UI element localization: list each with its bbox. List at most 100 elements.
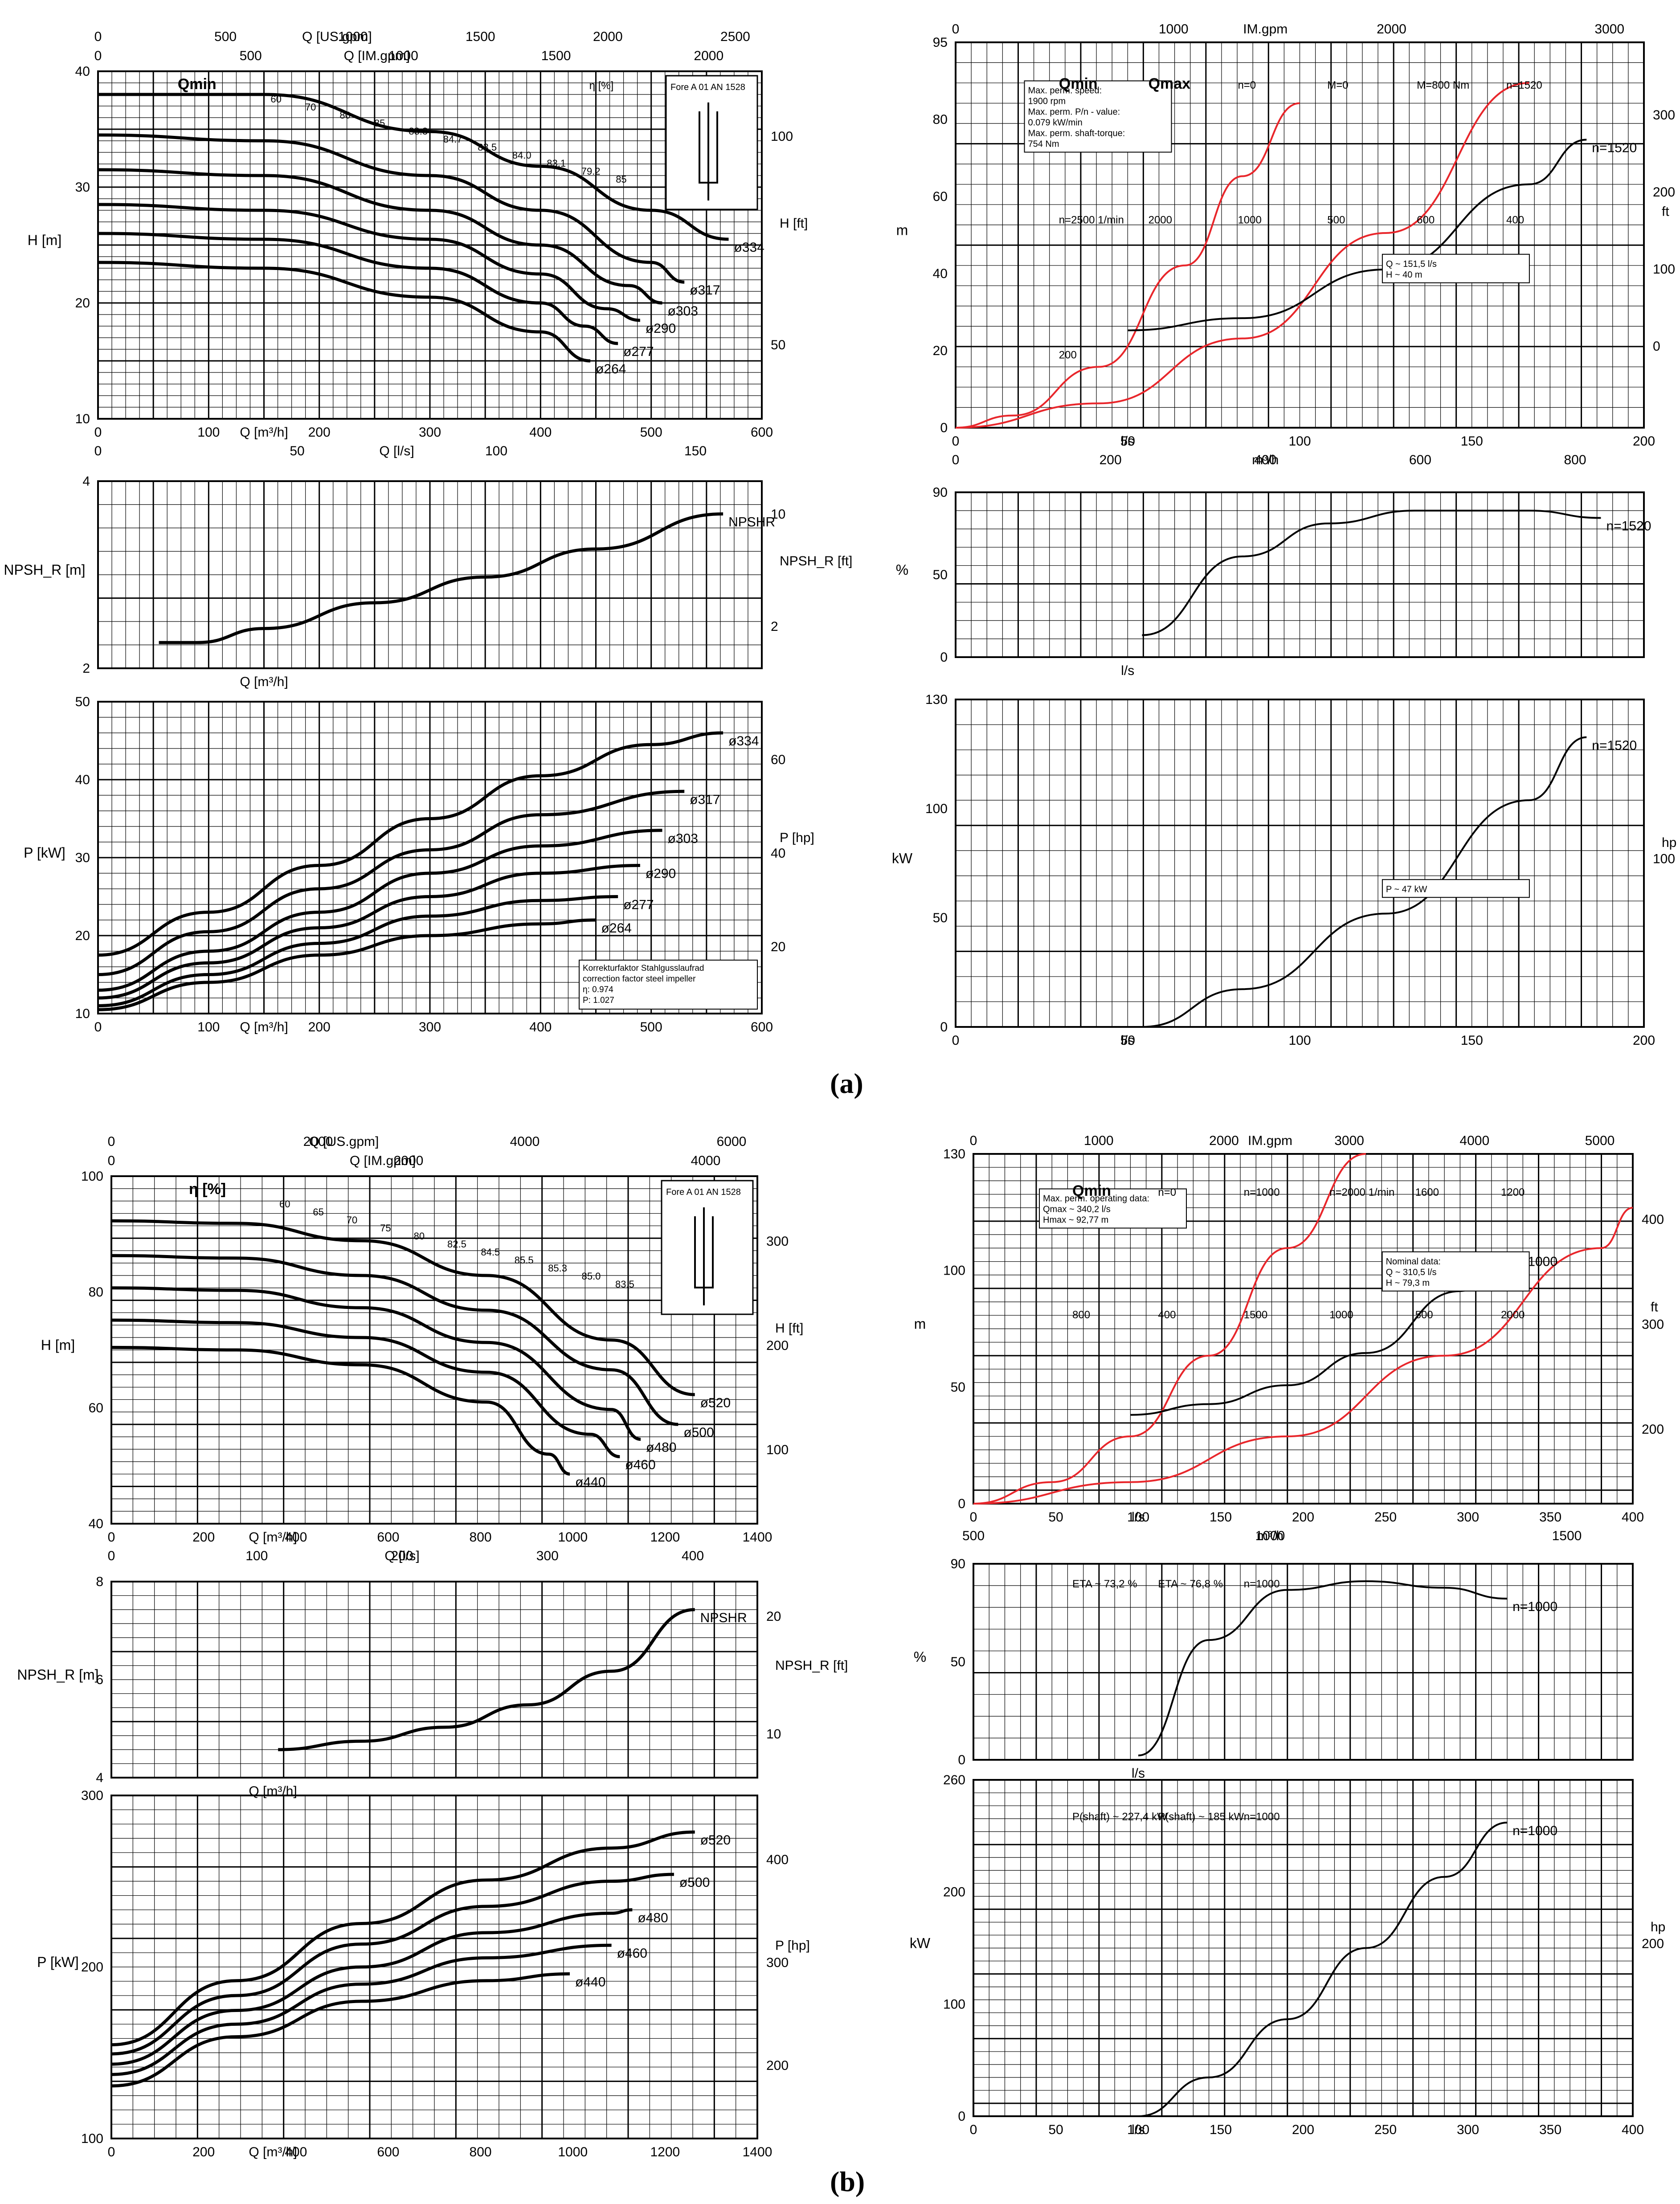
- eta-label: 85.3: [548, 1263, 567, 1274]
- x-axis-label: l/s: [1121, 434, 1134, 449]
- x-tick-label: 600: [377, 2145, 399, 2159]
- x-top1-tick: 2000: [593, 29, 623, 44]
- y2-tick-label: 200: [1642, 1937, 1664, 1951]
- x-tick-label: 500: [640, 425, 662, 440]
- curve-annotation: 200: [1059, 349, 1077, 361]
- impeller-sketch: [694, 1207, 714, 1305]
- curve-annotation: 800: [1072, 1309, 1090, 1321]
- x-bottom2-tick: 400: [682, 1549, 704, 1563]
- series-label: ø480: [638, 1911, 668, 1926]
- x-bottom2-tick: 1500: [1552, 1529, 1582, 1543]
- y-tick-label: 40: [75, 773, 90, 787]
- y2-axis-label: NPSH_R [ft]: [775, 1658, 848, 1673]
- x-tick-label: 150: [1210, 1510, 1232, 1525]
- series-label: ø500: [683, 1425, 714, 1440]
- y-tick-label: 4: [82, 474, 90, 489]
- info_box-line: Max. perm. speed:: [1028, 86, 1102, 96]
- x-tick-label: 150: [1461, 1033, 1483, 1048]
- series-line-red-system: [973, 1206, 1633, 1505]
- y-tick-label: 50: [951, 1655, 965, 1669]
- y-tick-label: 50: [933, 568, 948, 582]
- y2-tick-label: 200: [766, 1338, 789, 1353]
- correction-note-line: Korrekturfaktor Stahlgusslaufrad: [583, 964, 704, 973]
- y-tick-label: 300: [81, 1788, 103, 1803]
- series-label: ø520: [700, 1833, 731, 1848]
- info-box: [1039, 1188, 1187, 1229]
- x-top2-tick: 500: [240, 49, 262, 63]
- curve-annotation: n=1000: [1244, 1186, 1280, 1198]
- series-line-ø277: [98, 895, 618, 1007]
- x-tick-label: 300: [1457, 1510, 1479, 1525]
- x-bottom2-tick: 600: [1409, 453, 1431, 467]
- x-tick-label: 1400: [743, 2145, 773, 2159]
- curve-annotation: 1600: [1415, 1186, 1439, 1198]
- panel-a_NPSH: 2 4 2 10 Q [m³/h] NPSH_R [m] NPSH_R [ft] NPSHR: [4, 474, 852, 689]
- x-axis-label: l/s: [1132, 1766, 1145, 1781]
- x-top1-tick: 0: [108, 1134, 115, 1149]
- curve-annotation: n=2000 1/min: [1329, 1186, 1394, 1198]
- series-label: n=1520: [1606, 519, 1651, 534]
- curve-annotation: 2000: [1149, 214, 1172, 226]
- operating_box-line: H ~ 40 m: [1386, 270, 1422, 280]
- x-axis-label: Q [m³/h]: [240, 425, 288, 440]
- x-top-tick: 2000: [1209, 1133, 1239, 1148]
- series-line-ø440: [111, 1345, 570, 1476]
- eta-label: 84.7: [443, 134, 462, 145]
- y-tick-label: 260: [943, 1773, 965, 1787]
- eta-label: 83.5: [615, 1279, 634, 1290]
- series-label: n=1520: [1592, 738, 1637, 753]
- info_box-line: Max. perm. P/n - value:: [1028, 107, 1120, 117]
- panel-b_H: 0 200 400 600 800 1000 1200 1400406080100100200…: [41, 1134, 804, 1563]
- series-label: ø460: [625, 1458, 655, 1472]
- curve-annotation: n=1000: [1244, 1578, 1280, 1590]
- x-top2-tick: 0: [108, 1153, 115, 1168]
- x-tick-label: 300: [1457, 2122, 1479, 2137]
- y2-tick-label: 100: [771, 129, 793, 144]
- y-tick-label: 0: [958, 1753, 965, 1767]
- x-tick-label: 200: [192, 1530, 215, 1545]
- curve-annotation: ETA ~ 73,2 %: [1072, 1578, 1137, 1590]
- series-line-n=1520: [1142, 736, 1587, 1028]
- y2-tick-label: 100: [766, 1443, 789, 1457]
- y-tick-label: 0: [940, 650, 948, 665]
- y-tick-label: 40: [75, 64, 90, 79]
- x-bottom2-tick: 50: [290, 444, 304, 458]
- x-top-tick: 3000: [1594, 22, 1624, 37]
- series-line-red-speed: [973, 1153, 1366, 1505]
- y-tick-label: 80: [89, 1285, 103, 1300]
- x-tick-label: 100: [1127, 1510, 1149, 1525]
- series-label: ø277: [623, 898, 654, 912]
- y2-tick-label: 20: [766, 1609, 781, 1624]
- series-label: n=1000: [1512, 1599, 1557, 1614]
- y-axis-label: H [m]: [28, 232, 61, 248]
- series-label: n=1520: [1592, 141, 1637, 155]
- y2-axis-label: NPSH_R [ft]: [780, 554, 852, 568]
- y-axis-label: kW: [910, 1935, 931, 1951]
- series-label: ø500: [679, 1875, 710, 1890]
- eta-label: 60: [270, 94, 281, 105]
- y-tick-label: 50: [75, 695, 90, 709]
- x-axis-label: l/s: [1121, 663, 1134, 678]
- eta-label: 83.5: [478, 142, 497, 153]
- x-bottom2-label: Q [l/s]: [379, 444, 414, 458]
- curve-annotation: 500: [1415, 1309, 1433, 1321]
- x-top-tick: 5000: [1585, 1133, 1615, 1148]
- info_box-line: Hmax ~ 92,77 m: [1043, 1215, 1108, 1225]
- series-label: ø317: [690, 792, 720, 807]
- series-label: ø460: [617, 1946, 647, 1961]
- y2-tick-label: 200: [1642, 1422, 1664, 1437]
- y-tick-label: 40: [89, 1517, 103, 1531]
- curve-annotation: 500: [1327, 214, 1345, 226]
- y-axis-label: m: [914, 1316, 926, 1332]
- series-label: n=1000: [1512, 1824, 1557, 1838]
- x-top-tick: 1000: [1159, 22, 1189, 37]
- series-line-NPSHR: [159, 512, 724, 644]
- eta-label: 85: [374, 118, 385, 129]
- series-label: ø520: [700, 1395, 731, 1410]
- series-line-ø500: [111, 1254, 679, 1426]
- x-tick-label: 0: [952, 434, 960, 449]
- y-tick-label: 90: [951, 1557, 965, 1571]
- curve-annotation: 400: [1506, 214, 1524, 226]
- panel-frame: [955, 41, 1645, 429]
- x-tick-label: 600: [751, 1020, 773, 1035]
